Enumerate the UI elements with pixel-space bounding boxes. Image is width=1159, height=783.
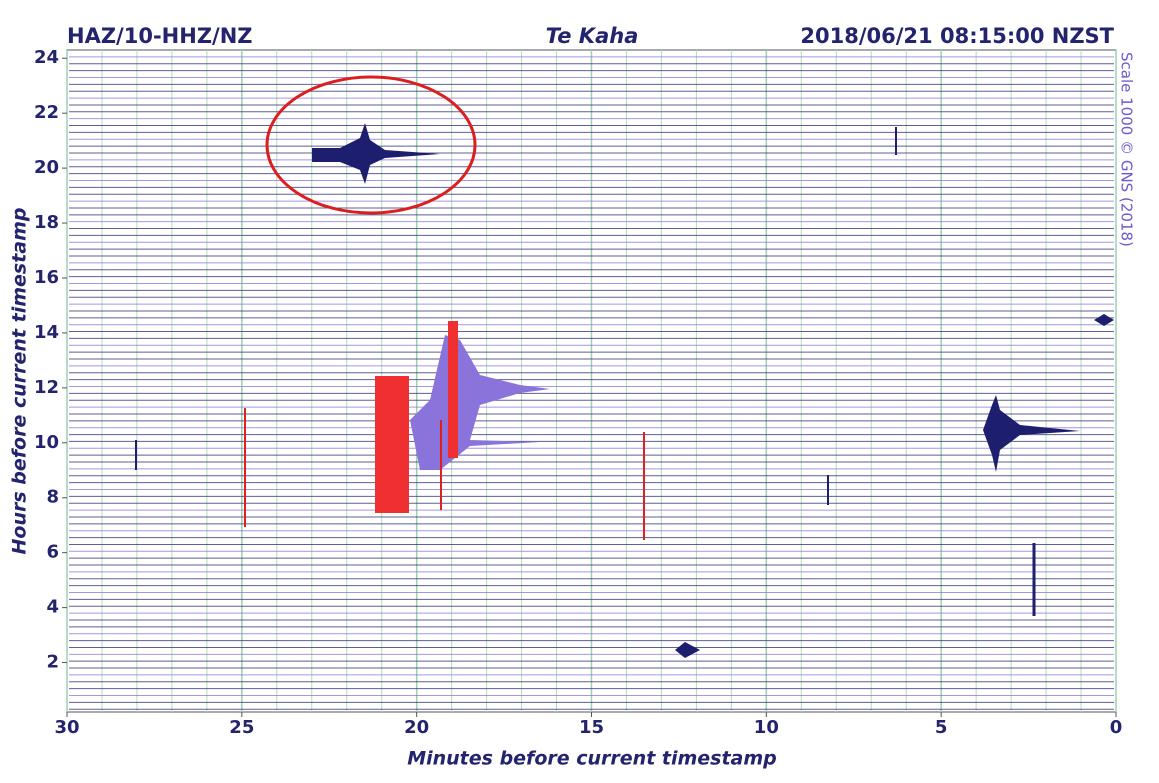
x-tick-label: 20 xyxy=(404,717,429,738)
y-tick-label: 8 xyxy=(46,487,59,508)
x-tick-label: 10 xyxy=(754,717,779,738)
station-label: HAZ/10-HHZ/NZ xyxy=(67,24,253,48)
place-label: Te Kaha xyxy=(546,24,639,48)
timestamp: 2018/06/21 08:15:00 NZST xyxy=(800,24,1114,48)
y-tick-label: 16 xyxy=(34,267,59,288)
x-tick-label: 0 xyxy=(1110,717,1123,738)
clipped-trace xyxy=(448,321,458,458)
x-tick-label: 5 xyxy=(935,717,948,738)
y-tick-label: 20 xyxy=(34,157,59,178)
x-axis-label: Minutes before current timestamp xyxy=(407,748,777,770)
x-tick-label: 25 xyxy=(229,717,254,738)
annotation-circle xyxy=(265,75,477,215)
event-trace xyxy=(312,123,440,184)
event-trace xyxy=(1094,314,1114,326)
events xyxy=(135,75,1114,658)
x-tick-label: 15 xyxy=(579,717,604,738)
event-trace xyxy=(410,335,550,470)
y-tick-label: 18 xyxy=(34,212,59,233)
event-trace xyxy=(675,642,700,658)
y-tick-label: 2 xyxy=(46,652,59,673)
y-tick-label: 24 xyxy=(34,47,59,68)
traces xyxy=(69,56,1114,710)
x-tick-label: 30 xyxy=(54,717,79,738)
y-tick-label: 12 xyxy=(34,377,59,398)
y-tick-label: 6 xyxy=(46,542,59,563)
y-tick-label: 4 xyxy=(46,597,59,618)
y-tick-label: 10 xyxy=(34,432,59,453)
y-tick-label: 14 xyxy=(34,322,59,343)
y-tick-label: 22 xyxy=(34,102,59,123)
clipped-trace xyxy=(375,376,409,513)
scale-label: Scale 1000 © GNS (2018) xyxy=(1118,52,1136,247)
y-axis-label: Hours before current timestamp xyxy=(9,208,31,555)
event-trace xyxy=(983,395,1080,472)
